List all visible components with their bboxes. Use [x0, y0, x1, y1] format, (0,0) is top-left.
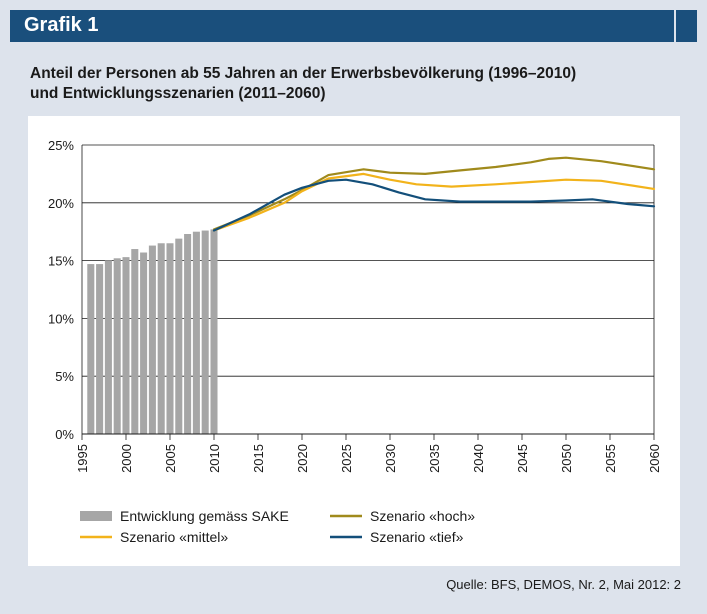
x-tick-label: 2010 — [207, 444, 222, 473]
series-line — [212, 156, 656, 231]
x-tick-label: 2060 — [647, 444, 662, 473]
x-tick-label: 2000 — [119, 444, 134, 473]
series-line — [212, 172, 656, 232]
bar — [148, 245, 156, 434]
legend-label: Szenario «hoch» — [370, 508, 475, 524]
header-divider — [674, 10, 676, 42]
bar — [201, 230, 209, 434]
chart-panel: 0% 5% 10% 15% 20% 25% 1995 2000 2005 2010 2015 2020… — [28, 116, 680, 566]
bar — [87, 264, 95, 434]
bar — [157, 243, 165, 434]
x-tick-label: 2015 — [251, 444, 266, 473]
bar — [140, 252, 148, 434]
x-tick-label: 2030 — [383, 444, 398, 473]
bar — [122, 257, 130, 434]
x-tick-label: 2005 — [163, 444, 178, 473]
bar — [192, 231, 200, 434]
header-title: Grafik 1 — [24, 14, 99, 36]
bar — [104, 260, 112, 434]
y-tick-label: 25% — [48, 138, 74, 153]
bar — [175, 238, 183, 434]
y-tick-label: 10% — [48, 311, 74, 326]
legend-label: Entwicklung gemäss SAKE — [120, 508, 289, 524]
legend-label: Szenario «tief» — [370, 529, 464, 545]
legend-label: Szenario «mittel» — [120, 529, 228, 545]
x-tick-label: 2020 — [295, 444, 310, 473]
x-tick-label: 2040 — [471, 444, 486, 473]
chart-title-line2: und Entwicklungsszenarien (2011–2060) — [30, 85, 326, 102]
chart-title-line1: Anteil der Personen ab 55 Jahren an der … — [30, 65, 577, 82]
y-tick-label: 20% — [48, 196, 74, 211]
x-tick-label: 2035 — [427, 444, 442, 473]
x-tick-label: 2055 — [603, 444, 618, 473]
header-bar: Grafik 1 — [10, 10, 697, 42]
bar — [131, 249, 139, 434]
legend-swatch-bar — [80, 511, 112, 521]
chart-title: Anteil der Personen ab 55 Jahren an der … — [30, 64, 690, 104]
bar — [184, 234, 192, 434]
bar — [96, 264, 104, 434]
x-tick-label: 2025 — [339, 444, 354, 473]
y-tick-label: 0% — [55, 427, 74, 442]
chart-svg: 0% 5% 10% 15% 20% 25% 1995 2000 2005 2010 2015 2020… — [48, 138, 662, 545]
source-note: Quelle: BFS, DEMOS, Nr. 2, Mai 2012: 2 — [446, 577, 681, 592]
x-tick-label: 2050 — [559, 444, 574, 473]
x-tick-label: 1995 — [75, 444, 90, 473]
y-tick-label: 5% — [55, 369, 74, 384]
bar — [166, 243, 174, 434]
x-tick-label: 2045 — [515, 444, 530, 473]
bar — [113, 258, 121, 434]
y-tick-label: 15% — [48, 254, 74, 269]
series-line — [212, 178, 656, 232]
bar — [210, 229, 218, 434]
